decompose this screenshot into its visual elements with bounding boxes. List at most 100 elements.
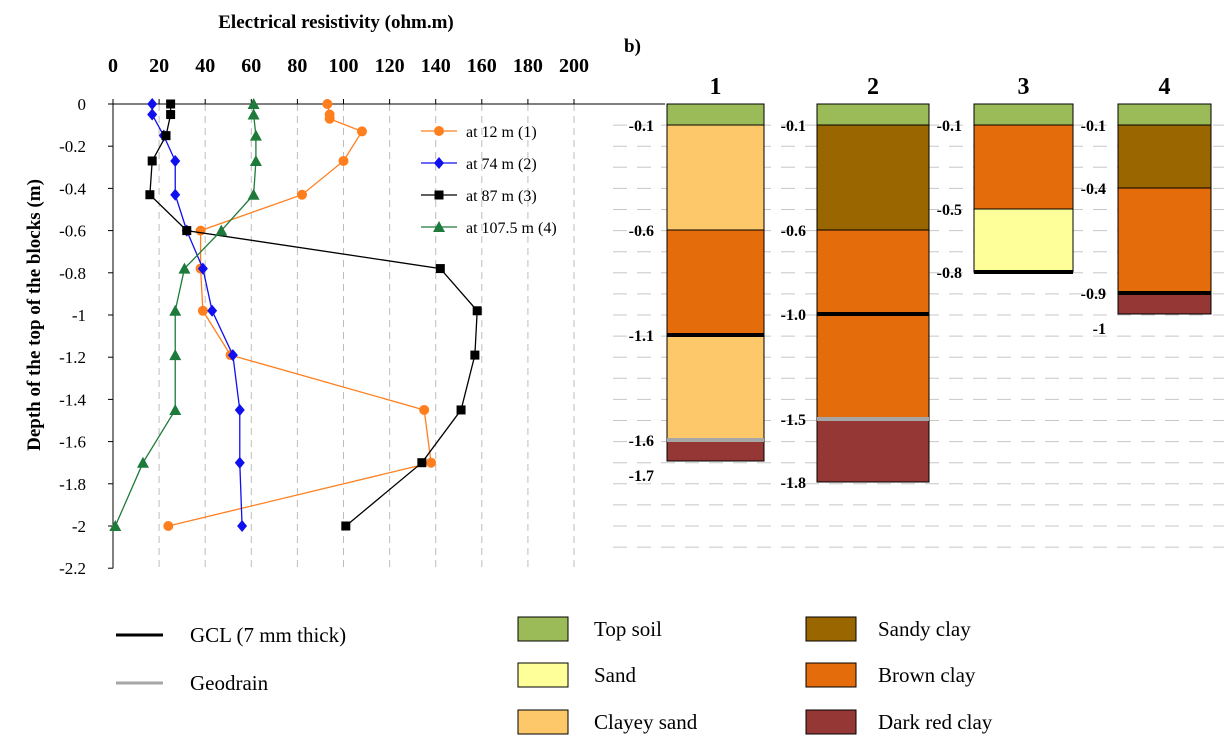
soil-layer (816, 313, 930, 420)
depth-label: -0.1 (629, 118, 654, 135)
data-point (207, 304, 218, 317)
column-heading: 1 (710, 74, 722, 100)
x-tick-label: 160 (467, 55, 497, 77)
legend-label: at 87 m (3) (466, 188, 537, 205)
soil-layer (666, 439, 765, 462)
data-point (170, 188, 181, 201)
data-point (419, 404, 430, 415)
geodrain-barrier (817, 417, 929, 421)
x-tick-label: 0 (108, 55, 118, 77)
depth-label: -1.6 (629, 433, 654, 450)
y-tick-label: -0.8 (59, 264, 86, 283)
data-point (145, 190, 155, 200)
data-point (470, 350, 480, 360)
legend-label: at 107.5 m (4) (466, 220, 557, 237)
depth-label: -1.8 (781, 475, 806, 492)
x-tick-label: 20 (149, 55, 169, 77)
data-point (170, 154, 181, 167)
data-point (249, 154, 262, 166)
soil-layer (973, 103, 1074, 126)
y-tick-label: 0 (78, 95, 87, 114)
data-point (247, 108, 260, 120)
material-swatch (517, 662, 569, 688)
depth-label: -0.1 (1081, 118, 1106, 135)
data-point (169, 304, 182, 316)
y-tick-label: -0.4 (59, 179, 86, 198)
soil-layer (973, 208, 1074, 273)
data-point (456, 405, 466, 415)
data-point (163, 521, 174, 531)
depth-label: -1.1 (629, 328, 654, 345)
soil-layer (1117, 103, 1212, 126)
material-key: GCL (7 mm thick) Geodrain Top soil Sand Clay… (116, 616, 993, 735)
soil-layer (666, 229, 765, 336)
x-tick-label: 120 (375, 55, 405, 77)
gcl-barrier (817, 312, 929, 316)
data-point (197, 305, 208, 316)
data-point (169, 349, 182, 361)
data-point (324, 113, 335, 124)
x-tick-label: 100 (329, 55, 359, 77)
x-tick-label: 80 (287, 55, 307, 77)
legend-label: at 12 m (1) (466, 124, 537, 141)
soil-columns: b) 1 -0.1 -0.6 -1.1 -1.6 -1.7 2 -0.1 -0.6 -1.0 -1.5… (624, 36, 1212, 492)
depth-label: -0.9 (1081, 286, 1106, 303)
depth-label: -1.0 (781, 307, 806, 324)
gcl-barrier (974, 270, 1073, 274)
data-point (161, 131, 171, 141)
data-point (169, 403, 182, 415)
data-point (147, 98, 158, 110)
material-label: Top soil (594, 617, 662, 641)
data-point (237, 520, 248, 532)
material-swatch (805, 709, 857, 735)
data-point (247, 98, 260, 109)
x-axis-title: Electrical resistivity (ohm.m) (218, 12, 454, 33)
depth-label: -1.7 (629, 468, 654, 485)
depth-label: -1 (1093, 321, 1106, 338)
soil-column-1: 1 -0.1 -0.6 -1.1 -1.6 -1.7 (629, 74, 765, 485)
material-swatch (517, 709, 569, 735)
legend-marker (434, 190, 444, 200)
gcl-barrier (667, 333, 764, 337)
data-point (417, 458, 427, 468)
material-swatch (517, 616, 569, 642)
column-heading: 2 (867, 74, 879, 100)
depth-label: -0.6 (629, 223, 654, 240)
data-point (166, 99, 176, 109)
data-point (227, 349, 238, 362)
data-series (109, 98, 482, 532)
legend-label: at 74 m (2) (466, 156, 537, 173)
soil-column-3: 3 -0.1 -0.5 -0.8 (937, 74, 1074, 282)
data-point (182, 226, 192, 236)
data-point (472, 306, 482, 316)
data-point (322, 99, 333, 109)
soil-layer (973, 124, 1074, 210)
material-label: Dark red clay (878, 710, 993, 734)
material-label: Brown clay (878, 663, 976, 687)
y-tick-label: -0.2 (59, 137, 86, 156)
gcl-barrier (1118, 291, 1211, 295)
data-point (426, 457, 437, 468)
y-tick-label: -1.8 (59, 475, 86, 494)
depth-label: -0.1 (781, 118, 806, 135)
material-label: Clayey sand (594, 710, 698, 734)
column-heading: 3 (1018, 74, 1030, 100)
soil-column-2: 2 -0.1 -0.6 -1.0 -1.5 -1.8 (781, 74, 930, 492)
data-point (234, 403, 245, 416)
legend-marker (434, 157, 444, 169)
data-point (215, 224, 228, 236)
data-point (435, 264, 445, 274)
y-tick-label: -0.6 (59, 222, 86, 241)
y-tick-label: -1.6 (59, 433, 86, 452)
soil-layer (1117, 187, 1212, 294)
depth-label: -0.8 (937, 265, 962, 282)
data-point (247, 188, 260, 200)
material-label: Sandy clay (878, 617, 971, 641)
depth-label: -0.4 (1081, 181, 1106, 198)
data-point (297, 189, 308, 200)
plot-axes: 0 20 40 60 80 100 120 140 160 180 200 0 -0.2 -0.4 -0.6… (24, 12, 665, 578)
data-point (356, 126, 367, 137)
depth-label: -0.1 (937, 118, 962, 135)
data-point (147, 156, 157, 166)
